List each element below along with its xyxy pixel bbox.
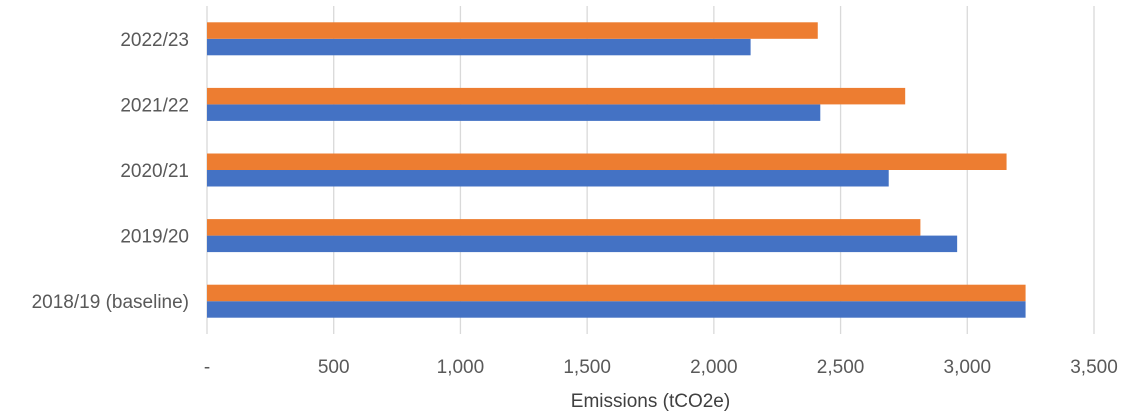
bar-series-1	[207, 104, 821, 121]
bar-series-1	[207, 301, 1026, 318]
category-label: 2018/19 (baseline)	[32, 292, 189, 313]
category-label: 2022/23	[120, 30, 189, 51]
bar-series-1	[207, 38, 751, 56]
bar-series-2	[207, 284, 1026, 302]
bar-series-2	[207, 87, 906, 105]
x-tick-label: 1,500	[563, 357, 611, 378]
bar-series-1	[207, 235, 958, 253]
x-axis-title: Emissions (tCO2e)	[571, 391, 730, 412]
bar-series-2	[207, 219, 921, 236]
x-tick-label: 2,500	[817, 357, 865, 378]
x-tick-label: 500	[318, 357, 350, 378]
bars	[207, 22, 1026, 318]
category-axis-labels: 2018/19 (baseline) 2019/20 2020/21 2021/22 2…	[32, 30, 189, 313]
value-axis-labels: - 500 1,000 1,500 2,000 2,500 3,000 3,500	[204, 357, 1118, 378]
x-tick-label: 3,500	[1070, 357, 1118, 378]
bar-series-2	[207, 153, 1007, 170]
x-tick-label: 2,000	[690, 357, 738, 378]
x-tick-label: -	[204, 357, 210, 378]
bar-series-2	[207, 22, 818, 39]
x-tick-label: 1,000	[437, 357, 485, 378]
x-tick-label: 3,000	[944, 357, 992, 378]
bar-series-1	[207, 170, 889, 187]
category-label: 2019/20	[120, 227, 189, 248]
category-label: 2021/22	[120, 95, 189, 116]
category-label: 2020/21	[120, 161, 189, 182]
